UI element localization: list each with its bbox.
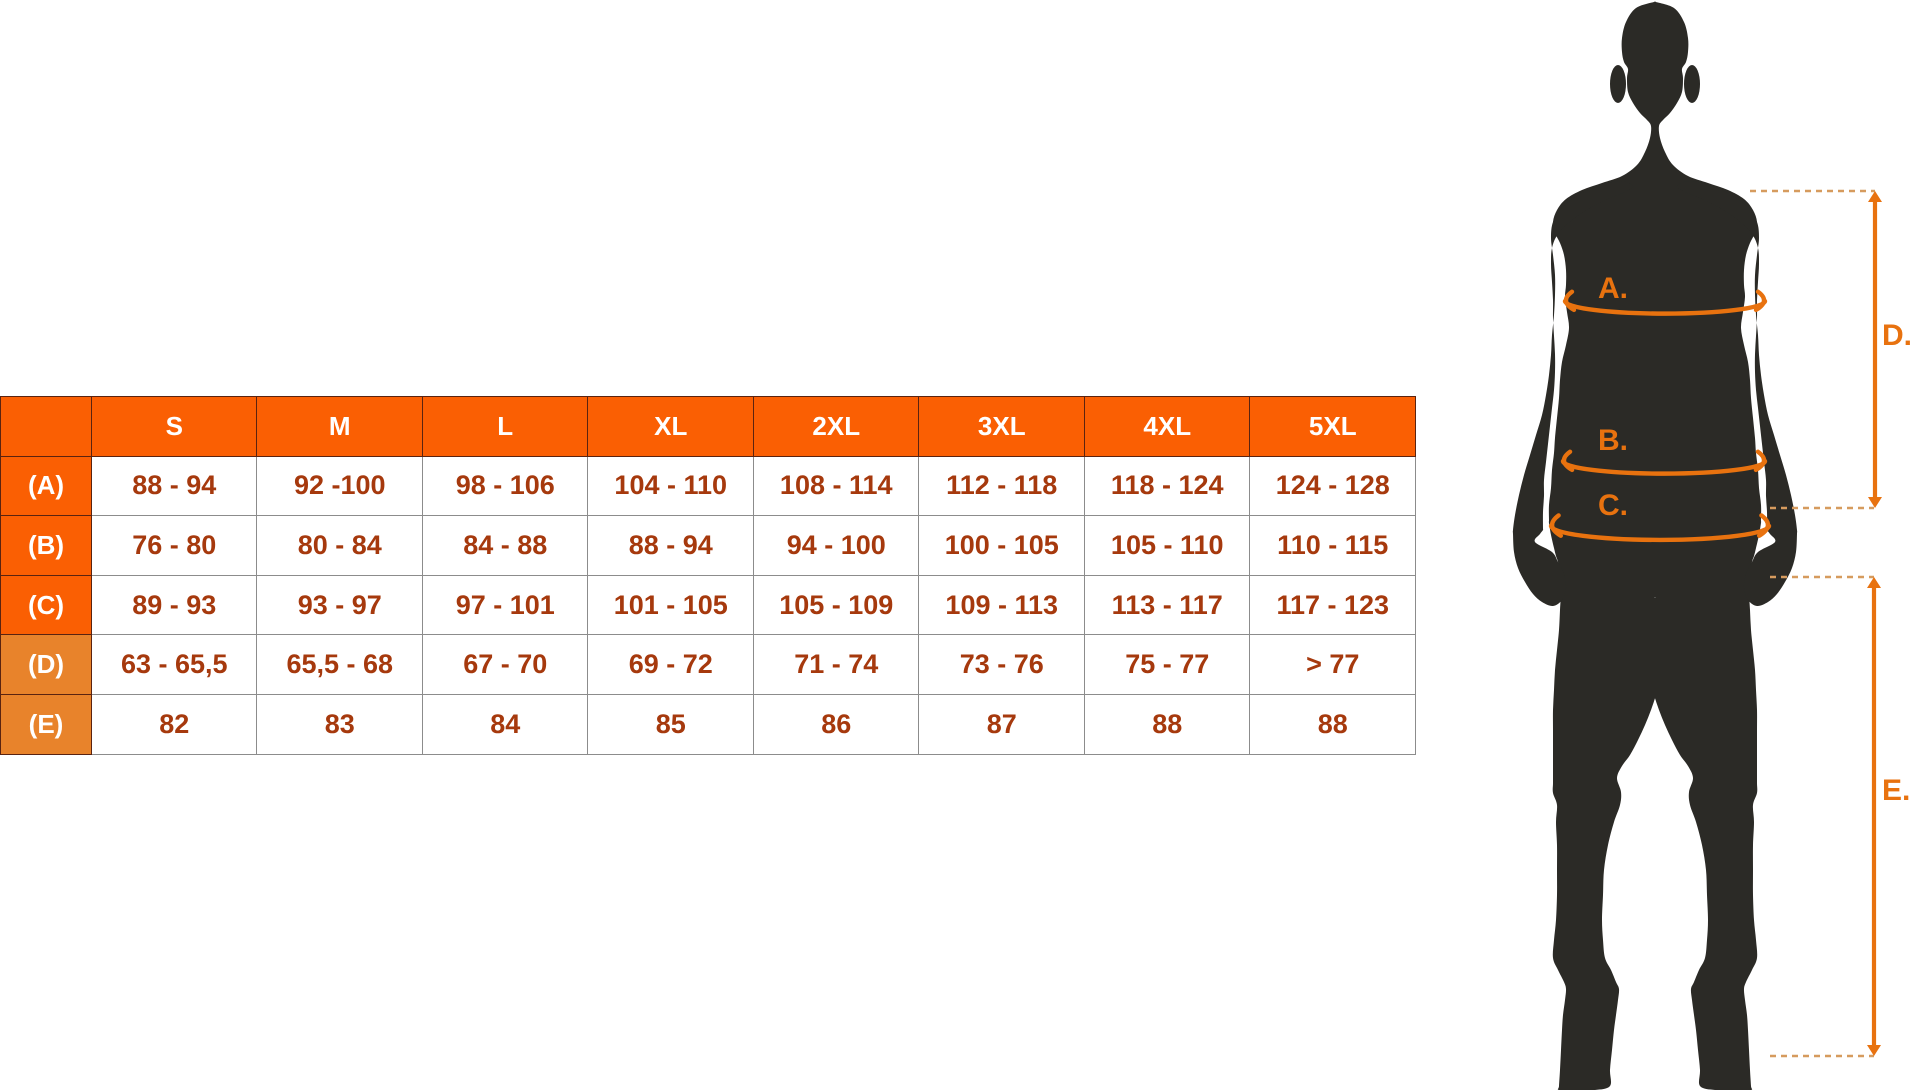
svg-text:C.: C. [1598,489,1628,522]
svg-text:D.: D. [1882,319,1912,352]
svg-text:B.: B. [1598,424,1628,457]
svg-text:E.: E. [1882,774,1910,807]
svg-text:A.: A. [1598,272,1628,305]
